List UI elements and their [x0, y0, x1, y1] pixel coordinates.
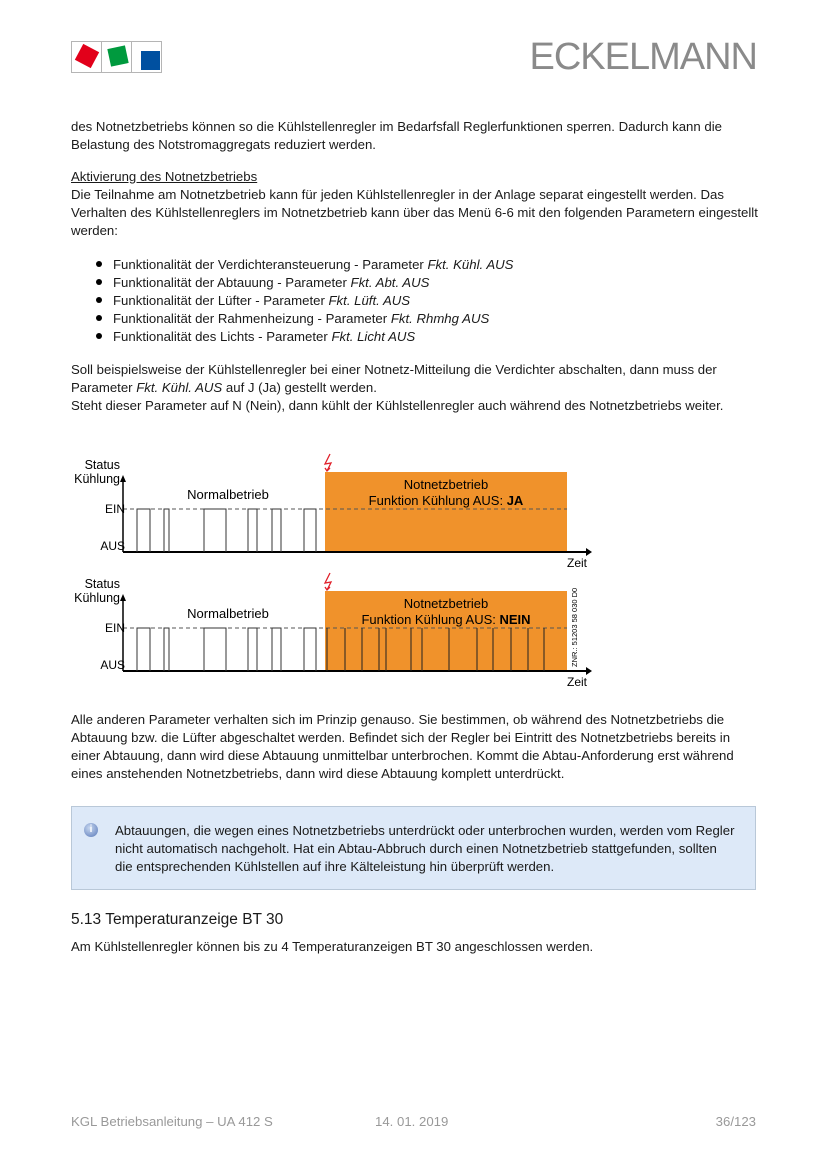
y-label-status: Status — [85, 458, 120, 472]
ein-label: EIN — [105, 502, 125, 516]
section2-text: Am Kühlstellenregler können bis zu 4 Tem… — [71, 939, 594, 954]
example-text: Soll beispielsweise der Kühlstellenregle… — [71, 362, 724, 413]
status-axis-arrow — [120, 475, 126, 482]
normal-pulse — [271, 508, 282, 552]
section-title: 5.13 Temperaturanzeige BT 30 — [71, 911, 284, 928]
normal-pulse — [247, 627, 258, 671]
emergency-function: Funktion Kühlung AUS: NEIN — [361, 612, 530, 627]
aus-label: AUS — [100, 658, 125, 672]
emergency-operation-diagrams: StatusKühlungEINAUSNormalbetriebNotnetzb… — [74, 453, 592, 689]
footer-page: 36/123 — [715, 1114, 756, 1129]
y-label-status: Status — [85, 577, 120, 591]
list-item: Funktionalität der Abtauung - Parameter … — [71, 274, 513, 292]
list-item: Funktionalität des Lichts - Parameter Fk… — [71, 328, 513, 346]
emergency-function: Funktion Kühlung AUS: JA — [369, 493, 524, 508]
y-label-kuehlung: Kühlung — [74, 591, 120, 605]
time-label: Zeit — [567, 556, 588, 570]
time-axis-arrow — [586, 548, 592, 556]
status-axis-arrow — [120, 594, 126, 601]
normal-pulse — [136, 627, 151, 671]
eckelmann-logo — [71, 41, 162, 73]
normal-pulse — [271, 627, 282, 671]
emergency-area — [325, 472, 567, 552]
footer-doc: KGL Betriebsanleitung – UA 412 S — [71, 1114, 273, 1129]
list-item: Funktionalität der Rahmenheizung - Param… — [71, 310, 513, 328]
brand-wordmark: ECKELMANN — [529, 36, 758, 78]
lightning-icon — [323, 453, 333, 473]
normal-pulse — [163, 627, 170, 671]
lightning-icon — [323, 572, 333, 592]
info-note: i Abtauungen, die wegen eines Notnetzbet… — [71, 806, 756, 890]
emergency-title: Notnetzbetrieb — [404, 596, 489, 611]
emergency-area — [325, 591, 567, 671]
drawing-number: ZNR.: 51203 58 030 D0 — [570, 588, 579, 667]
normal-label: Normalbetrieb — [187, 606, 269, 621]
normal-pulse — [203, 508, 227, 552]
normal-pulse — [136, 508, 151, 552]
parameter-list: Funktionalität der Verdichteransteuerung… — [71, 256, 513, 346]
time-axis-arrow — [586, 667, 592, 675]
footer-date: 14. 01. 2019 — [375, 1114, 449, 1129]
list-item: Funktionalität der Lüfter - Parameter Fk… — [71, 292, 513, 310]
normal-label: Normalbetrieb — [187, 487, 269, 502]
note-text: Abtauungen, die wegen eines Notnetzbetri… — [115, 823, 735, 874]
section-paragraph: Die Teilnahme am Notnetzbetrieb kann für… — [71, 187, 758, 238]
after-paragraph: Alle anderen Parameter verhalten sich im… — [71, 712, 734, 781]
emergency-title: Notnetzbetrieb — [404, 477, 489, 492]
aus-label: AUS — [100, 539, 125, 553]
info-icon: i — [84, 823, 98, 837]
list-item: Funktionalität der Verdichteransteuerung… — [71, 256, 513, 274]
normal-pulse — [163, 508, 170, 552]
normal-pulse — [247, 508, 258, 552]
normal-pulse — [303, 508, 317, 552]
intro-paragraph: des Notnetzbetriebs können so die Kühlst… — [71, 119, 722, 152]
ein-label: EIN — [105, 621, 125, 635]
normal-pulse — [303, 627, 317, 671]
y-label-kuehlung: Kühlung — [74, 472, 120, 486]
time-label: Zeit — [567, 675, 588, 689]
section-heading: Aktivierung des Notnetzbetriebs — [71, 169, 258, 184]
normal-pulse — [203, 627, 227, 671]
